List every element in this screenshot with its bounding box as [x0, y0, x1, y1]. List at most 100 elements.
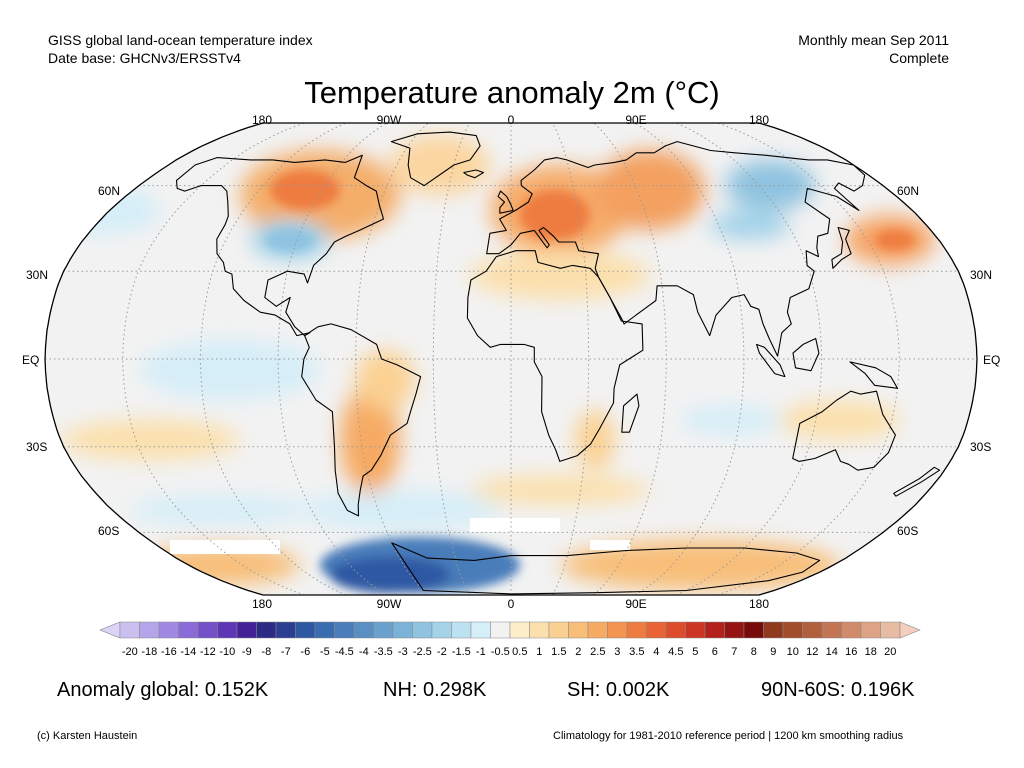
anomaly-canada-hot: [270, 170, 340, 210]
anomaly-blobs-strong: [265, 170, 915, 593]
colorbar-tick-label: 7: [731, 646, 738, 658]
colorbar-tick-label: 8: [750, 646, 757, 658]
colorbar-tick-label: -1: [475, 646, 486, 658]
missing-data-strip-2: [170, 540, 280, 554]
colorbar-swatch: [860, 621, 881, 639]
graticule-meridian: [199, 122, 346, 596]
anomaly-safrica-warm: [575, 410, 615, 470]
lat-label-left-60n: 60N: [98, 184, 121, 198]
lat-label-right-60n: 60N: [897, 184, 920, 198]
anomaly-africa-n-warm: [470, 250, 650, 300]
colorbar-tick-label: 9: [770, 646, 777, 658]
lat-label-right-30s: 30S: [970, 440, 992, 454]
lon-label-top-90w: 90W: [376, 113, 402, 127]
landmass-greenland: [390, 131, 481, 187]
colorbar-swatch: [880, 621, 901, 639]
stat-nh: NH: 0.298K: [383, 679, 487, 701]
colorbar-tick-label: -4.5: [334, 646, 354, 658]
colorbar-tick-label: -1.5: [451, 646, 471, 658]
landmass-borneo: [792, 337, 820, 372]
colorbar-swatch: [724, 621, 745, 639]
landmass-australia: [792, 390, 896, 471]
graticule-meridian: [551, 122, 590, 596]
colorbar-swatch: [217, 621, 238, 639]
header-period: Monthly mean Sep 2011: [798, 32, 949, 48]
lat-label-left-60s: 60S: [98, 524, 120, 538]
colorbar-swatch: [685, 621, 706, 639]
lon-label-top-180w: 180: [251, 113, 273, 127]
graticule-meridian: [277, 122, 388, 596]
colorbar-swatch: [743, 621, 764, 639]
graticule: [45, 122, 977, 596]
colorbar-swatch: [802, 621, 823, 639]
colorbar-swatch: [295, 621, 316, 639]
colorbar-swatch: [314, 621, 335, 639]
colorbar-tick-label: 6: [711, 646, 718, 658]
lat-label-left-30s: 30S: [26, 440, 48, 454]
colorbar-tick-label: 16: [845, 646, 858, 658]
anomaly-argentina-warm: [340, 385, 400, 495]
colorbar-tick-label: 12: [806, 646, 819, 658]
landmass-new-guinea: [849, 361, 899, 389]
landmass-africa: [466, 250, 644, 462]
anomaly-europe-hot: [520, 190, 590, 240]
colorbar-swatch: [139, 621, 160, 639]
anomaly-usa-cool-core: [265, 228, 315, 252]
colorbar-swatch: [841, 621, 862, 639]
lat-label-right-30n: 30N: [970, 268, 993, 282]
colorbar-swatch: [412, 621, 433, 639]
anomaly-siberia-cool: [725, 160, 815, 210]
landmass-eurasia: [486, 141, 866, 357]
landmass-uk: [497, 190, 514, 214]
colorbar-swatch: [451, 621, 472, 639]
colorbar-tick-label: 5: [692, 646, 699, 658]
missing-data-strip-3: [590, 540, 630, 550]
colorbar-swatch: [353, 621, 374, 639]
header-source: GISS global land-ocean temperature index: [48, 32, 313, 48]
lon-label-bottom-180e: 180: [748, 597, 770, 611]
colorbar-swatch: [763, 621, 784, 639]
colorbar-tick-label: 3.5: [629, 646, 645, 658]
colorbar-tick-label: -0.5: [490, 646, 510, 658]
map-outline: [44, 122, 978, 596]
lon-label-bottom-90w: 90W: [376, 597, 402, 611]
anomaly-blobs-soft: [45, 135, 935, 590]
colorbar-tick-label: 2.5: [590, 646, 606, 658]
colorbar-tick-label: -14: [180, 646, 197, 658]
graticule-meridian: [432, 122, 471, 596]
landmass-new-zealand: [893, 466, 941, 497]
anomaly-antarctic-cold-core: [330, 557, 450, 593]
colorbar-swatch: [392, 621, 413, 639]
colorbar-right-arrow: [899, 621, 921, 639]
colorbar: [100, 621, 921, 639]
colorbar-swatch: [334, 621, 355, 639]
colorbar-swatch: [158, 621, 179, 639]
colorbar-swatch: [529, 621, 550, 639]
colorbar-swatch: [275, 621, 296, 639]
lat-label-left-eq: EQ: [22, 353, 40, 367]
lat-label-right-60s: 60S: [897, 524, 919, 538]
colorbar-tick-label: -16: [160, 646, 177, 658]
anomaly-pacific-hot-core: [875, 230, 915, 250]
colorbar-tick-label: -18: [141, 646, 158, 658]
colorbar-swatch: [646, 621, 667, 639]
anomaly-soatlantic-cool: [300, 490, 500, 530]
colorbar-tick-label: 1: [536, 646, 543, 658]
colorbar-tick-label: 20: [884, 646, 897, 658]
colorbar-tick-label: 18: [864, 646, 877, 658]
colorbar-tick-label: -8: [261, 646, 272, 658]
stat-global: Anomaly global: 0.152K: [57, 679, 269, 701]
colorbar-tick-label: -10: [219, 646, 236, 658]
anomaly-spacific-s-cool: [130, 495, 310, 525]
colorbar-tick-label: -2: [436, 646, 447, 658]
colorbar-swatch: [256, 621, 277, 639]
anomaly-australia-warm: [780, 400, 900, 440]
landmass-antarctica-e: [391, 542, 821, 595]
lat-label-right-eq: EQ: [983, 353, 1001, 367]
colorbar-tick-label: 0.5: [512, 646, 528, 658]
colorbar-swatch: [665, 621, 686, 639]
colorbar-tick-label: 14: [825, 646, 838, 658]
coastlines: [175, 131, 941, 595]
landmass-madagascar: [621, 393, 640, 433]
